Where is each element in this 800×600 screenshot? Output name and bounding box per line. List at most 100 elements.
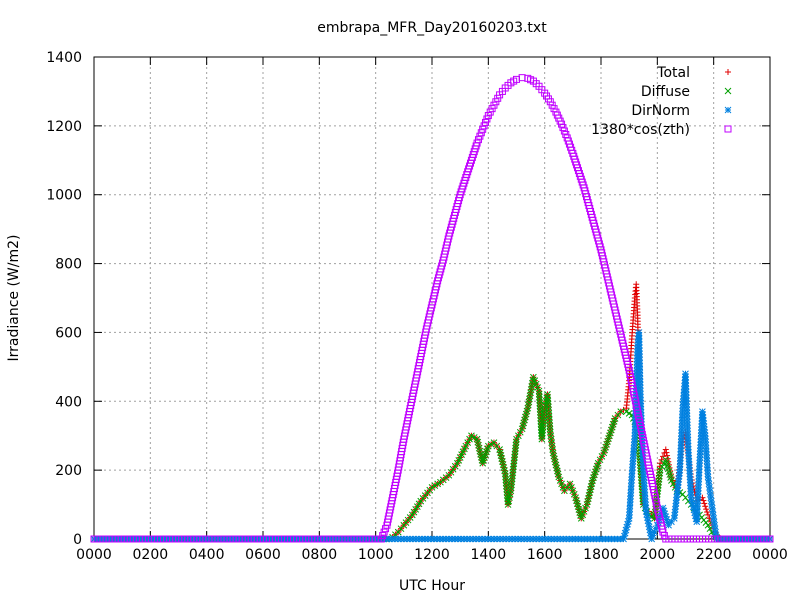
data-point <box>445 471 453 479</box>
data-point <box>696 450 704 458</box>
x-tick-label: 1800 <box>583 547 619 563</box>
data-point <box>532 380 540 388</box>
data-point <box>388 535 396 543</box>
data-point <box>640 482 648 490</box>
data-point <box>523 535 531 543</box>
data-point <box>555 473 563 481</box>
data-point <box>566 480 574 488</box>
data-point <box>605 535 612 543</box>
data-point <box>599 535 606 543</box>
data-point <box>566 535 573 543</box>
data-point <box>635 329 643 336</box>
legend-marker <box>725 69 731 75</box>
data-point <box>570 490 578 498</box>
data-point <box>579 511 587 519</box>
y-tick-label: 800 <box>55 257 82 273</box>
data-point <box>629 454 637 462</box>
data-point <box>462 442 470 450</box>
data-point <box>608 535 615 543</box>
data-point <box>660 459 668 467</box>
data-point <box>694 493 702 501</box>
data-point <box>706 525 714 533</box>
data-point <box>449 465 457 473</box>
x-tick-label: 1400 <box>471 547 507 563</box>
data-point <box>547 535 555 543</box>
legend-marker <box>724 125 732 133</box>
x-tick-label: 0200 <box>133 547 169 563</box>
data-point <box>631 429 639 436</box>
data-point <box>596 535 603 543</box>
data-point <box>636 347 643 355</box>
legend: Total Diffuse DirNorm 1380*cos(zth) <box>591 65 732 138</box>
data-point <box>536 396 543 404</box>
data-point <box>556 477 564 484</box>
data-point <box>677 454 684 462</box>
legend-label: DirNorm <box>631 103 690 119</box>
x-tick-label: 1200 <box>414 547 450 563</box>
data-point <box>587 535 594 543</box>
data-point <box>515 432 522 440</box>
data-point <box>656 466 664 474</box>
y-tick-label: 1400 <box>46 50 82 66</box>
data-point <box>466 435 473 443</box>
data-point <box>513 435 520 443</box>
data-point <box>442 535 450 543</box>
data-point <box>664 455 671 462</box>
data-point <box>664 452 671 459</box>
gridlines <box>94 57 770 539</box>
y-tick-label: 600 <box>55 325 82 341</box>
data-point <box>676 460 684 468</box>
series-1380-cos-zth- <box>90 74 774 543</box>
data-point <box>695 472 703 479</box>
data-point <box>582 504 589 512</box>
data-point <box>535 390 543 398</box>
y-axis-label: Irradiance (W/m2) <box>6 235 22 362</box>
x-tick-label: 1600 <box>527 547 563 563</box>
data-point <box>531 377 539 384</box>
data-point <box>536 402 544 410</box>
data-point <box>534 384 541 391</box>
data-point <box>682 370 689 378</box>
legend-label: Total <box>656 65 690 81</box>
data-point <box>683 406 691 414</box>
data-point <box>536 399 544 407</box>
data-point <box>701 500 708 507</box>
data-point <box>663 449 670 456</box>
data-point <box>617 408 625 415</box>
data-point <box>662 446 669 453</box>
chart-title: embrapa_MFR_Day20160203.txt <box>317 20 547 36</box>
data-point <box>659 453 666 460</box>
data-point <box>675 478 682 486</box>
data-point <box>704 509 711 516</box>
y-tick-label: 400 <box>55 394 82 410</box>
data-point <box>518 74 526 82</box>
data-point <box>433 535 441 543</box>
data-point <box>676 466 684 474</box>
data-point <box>766 535 774 543</box>
x-tick-label: 0400 <box>189 547 225 563</box>
data-point <box>558 480 565 488</box>
data-point <box>447 468 455 476</box>
data-point <box>685 452 693 459</box>
data-point <box>469 535 477 543</box>
data-point <box>451 462 459 470</box>
legend-marker <box>724 87 732 95</box>
data-point <box>530 373 537 381</box>
data-point <box>636 344 643 352</box>
x-tick-label: 0000 <box>76 547 112 563</box>
data-point <box>652 525 660 533</box>
data-point <box>516 428 524 436</box>
data-point <box>695 466 703 473</box>
x-tick-label: 0000 <box>752 547 788 563</box>
y-tick-label: 200 <box>55 463 82 479</box>
data-point <box>569 487 577 495</box>
data-point <box>532 535 540 543</box>
x-tick-label: 1000 <box>358 547 394 563</box>
x-tick-label: 2200 <box>696 547 732 563</box>
data-point <box>478 535 486 543</box>
x-tick-label: 0600 <box>245 547 281 563</box>
data-point <box>598 453 606 460</box>
data-point <box>705 511 712 518</box>
data-point <box>602 535 609 543</box>
